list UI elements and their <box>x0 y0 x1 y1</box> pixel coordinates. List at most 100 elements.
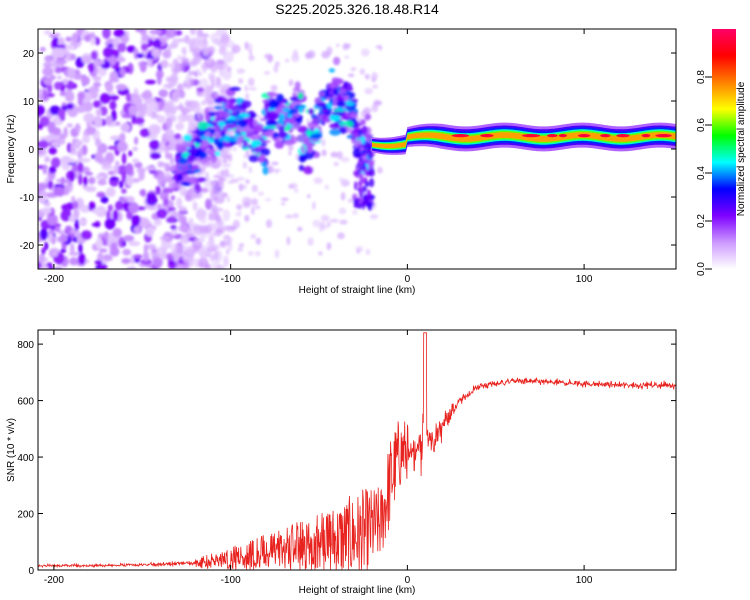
figure-title: S225.2025.326.18.48.R14 <box>275 1 439 17</box>
heatmap-cell <box>368 151 374 160</box>
heatmap-cell <box>320 214 330 222</box>
heatmap-cell <box>112 227 123 238</box>
heatmap-cell <box>330 151 338 158</box>
carrier-peak <box>480 134 494 138</box>
heatmap-cell <box>344 95 349 99</box>
heatmap-cell <box>210 254 215 262</box>
heatmap-cell <box>274 137 281 143</box>
heatmap-cell <box>246 133 251 137</box>
heatmap-cell <box>364 113 372 121</box>
heatmap-cell <box>116 141 128 153</box>
x-tick-label: -200 <box>44 575 64 586</box>
heatmap-cell <box>88 176 96 185</box>
heatmap-cell <box>60 233 68 243</box>
heatmap-cell <box>343 43 351 49</box>
heatmap-cell <box>242 201 251 208</box>
heatmap-cell <box>238 211 242 217</box>
heatmap-cell <box>288 145 294 151</box>
heatmap-cell <box>115 56 126 63</box>
heatmap-cell <box>111 109 117 122</box>
heatmap-cell <box>212 131 223 139</box>
heatmap-cell <box>329 114 341 122</box>
heatmap-cell <box>59 91 67 97</box>
heatmap-cell <box>333 161 340 167</box>
colorbar-tick-label: 0.2 <box>696 214 707 228</box>
colorbar-label: Normalized spectral amplitude <box>736 81 747 216</box>
heatmap-cell <box>347 73 355 78</box>
heatmap-cell <box>107 204 113 212</box>
heatmap-cell <box>359 188 363 195</box>
heatmap-cell <box>289 96 301 102</box>
spectrogram-heatmap <box>38 29 383 269</box>
heatmap-cell <box>47 180 54 190</box>
heatmap-cell <box>128 104 138 116</box>
heatmap-cell <box>48 147 57 155</box>
heatmap-cell <box>88 62 95 73</box>
heatmap-cell <box>139 189 146 197</box>
heatmap-cell <box>178 206 188 213</box>
y-tick-label: 20 <box>23 49 35 60</box>
heatmap-cell <box>48 166 57 174</box>
heatmap-cell <box>372 84 379 89</box>
heatmap-cell <box>92 100 101 108</box>
heatmap-cell <box>354 181 358 191</box>
heatmap-cell <box>350 67 357 72</box>
heatmap-cell <box>229 86 242 92</box>
heatmap-cell <box>341 156 350 163</box>
heatmap-cell <box>155 185 161 195</box>
heatmap-cell <box>135 103 144 113</box>
heatmap-cell <box>44 156 51 163</box>
heatmap-cell <box>57 75 62 80</box>
heatmap-cell <box>209 106 215 112</box>
heatmap-cell <box>189 47 196 53</box>
heatmap-cell <box>352 132 360 139</box>
heatmap-cell <box>95 108 102 116</box>
heatmap-cell <box>228 106 241 111</box>
heatmap-cell <box>193 169 200 173</box>
heatmap-cell <box>54 68 62 74</box>
heatmap-cell <box>368 168 375 177</box>
heatmap-cell <box>305 118 312 123</box>
carrier-contour <box>372 132 676 149</box>
heatmap-cell <box>46 93 55 98</box>
heatmap-cell <box>126 45 136 53</box>
heatmap-cell <box>251 139 262 147</box>
heatmap-cell <box>377 166 383 174</box>
heatmap-cell <box>208 73 216 80</box>
heatmap-cell <box>221 97 229 104</box>
heatmap-cell <box>234 115 245 120</box>
heatmap-cell <box>223 51 234 64</box>
heatmap-cell <box>107 145 118 150</box>
heatmap-cell <box>252 124 264 133</box>
heatmap-cell <box>362 107 372 115</box>
heatmap-cell <box>335 97 347 102</box>
heatmap-cell <box>213 250 223 262</box>
heatmap-cell <box>47 232 53 243</box>
heatmap-cell <box>93 115 103 128</box>
heatmap-cell <box>227 97 237 105</box>
heatmap-cell <box>47 121 56 134</box>
heatmap-cell <box>369 178 375 188</box>
heatmap-cell <box>238 119 248 128</box>
heatmap-cell <box>291 53 300 63</box>
heatmap-cell <box>198 187 209 193</box>
heatmap-cell <box>39 46 46 52</box>
heatmap-cell <box>273 168 281 173</box>
heatmap-cell <box>288 150 292 156</box>
heatmap-cell <box>105 115 113 126</box>
heatmap-cell <box>223 168 230 178</box>
heatmap-cell <box>244 85 249 92</box>
heatmap-cell <box>243 153 248 159</box>
heatmap-cell <box>125 163 134 176</box>
heatmap-cell <box>125 92 132 102</box>
heatmap-cell <box>236 68 246 74</box>
heatmap-cell <box>221 169 225 178</box>
heatmap-cell <box>321 149 327 157</box>
x-tick-label: -100 <box>221 274 241 285</box>
heatmap-cell <box>225 248 230 255</box>
heatmap-cell <box>169 138 177 151</box>
heatmap-cell <box>74 219 80 231</box>
heatmap-cell <box>162 187 175 194</box>
